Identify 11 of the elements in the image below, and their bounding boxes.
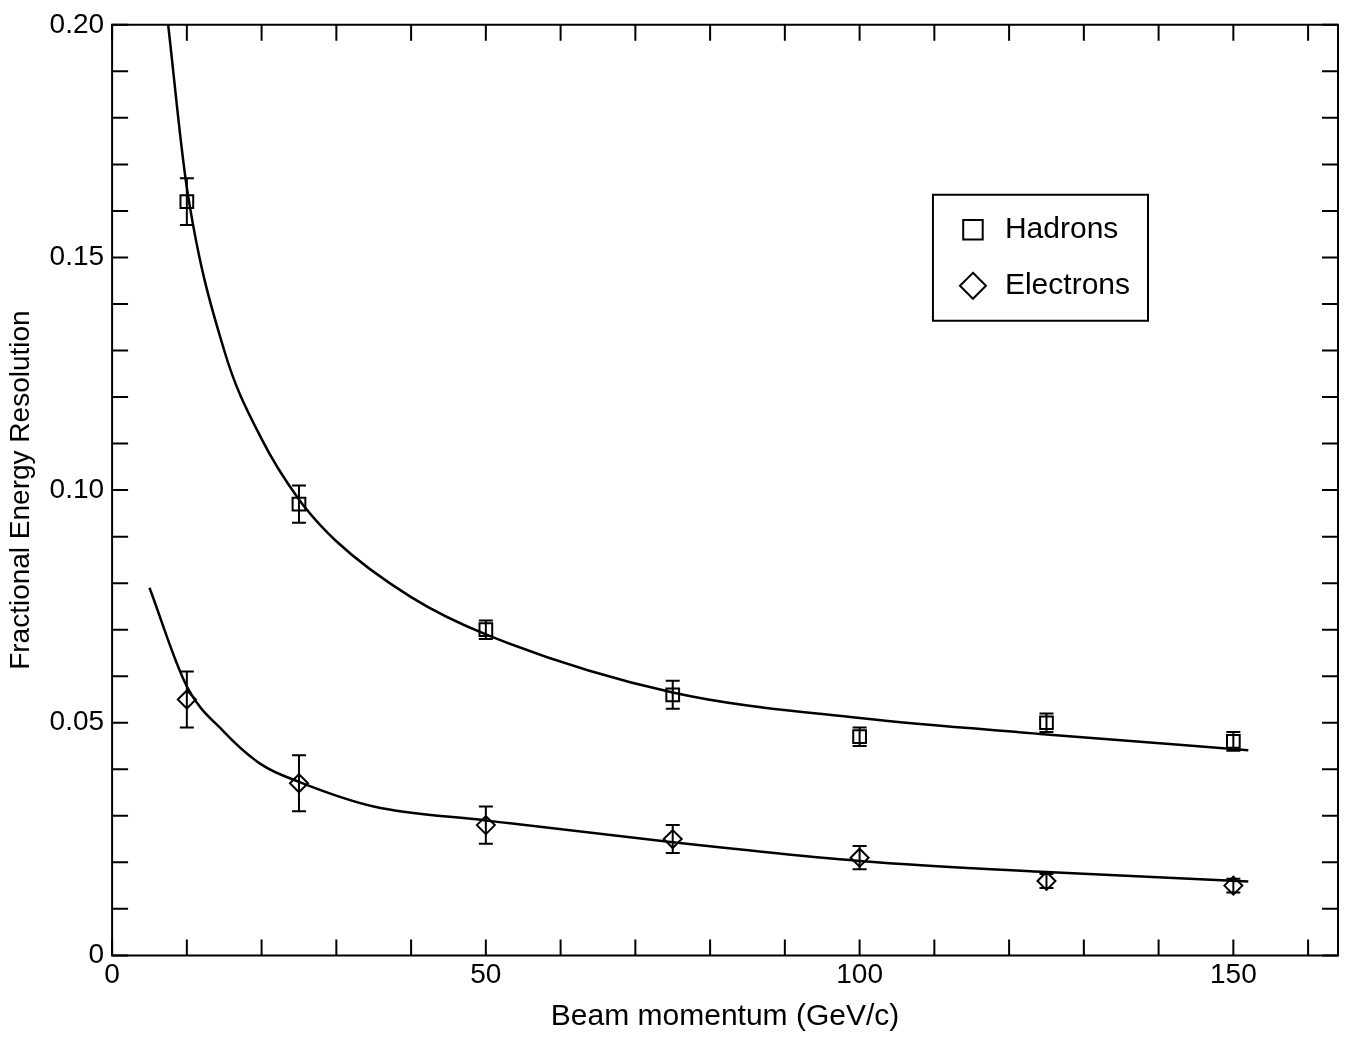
x-axis-title: Beam momentum (GeV/c) — [550, 998, 900, 1032]
y-tick-label: 0.05 — [49, 705, 105, 737]
x-tick-label: 100 — [836, 957, 883, 989]
y-axis-title: Fractional Energy Resolution — [3, 310, 35, 670]
legend-label: Electrons — [1004, 267, 1131, 301]
y-tick-label: 0.10 — [49, 472, 105, 504]
x-tick-label: 150 — [1209, 957, 1257, 989]
y-tick-label: 0.20 — [49, 7, 105, 39]
x-tick-label: 50 — [470, 957, 502, 989]
y-tick-label: 0.15 — [49, 240, 105, 272]
legend-label: Hadrons — [1004, 211, 1119, 245]
